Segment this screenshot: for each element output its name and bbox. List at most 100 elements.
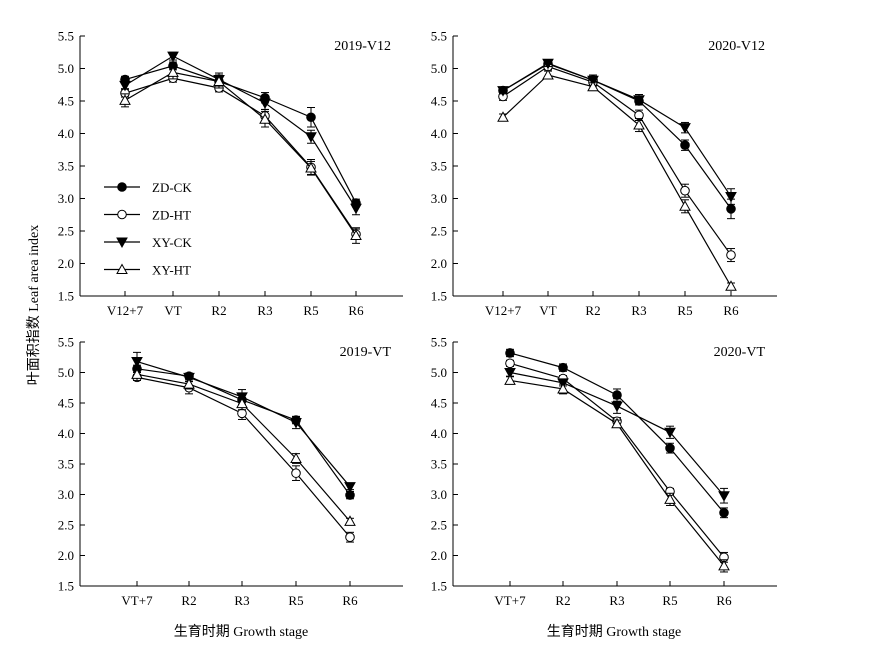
data-point xyxy=(679,123,691,134)
x-tick-label: VT+7 xyxy=(121,593,153,608)
data-point xyxy=(542,68,554,80)
data-point xyxy=(259,113,271,124)
data-point xyxy=(557,382,569,394)
data-point xyxy=(131,357,143,368)
data-point xyxy=(497,86,509,97)
y-tick-label: 2.0 xyxy=(58,256,74,271)
x-tick-label: VT xyxy=(539,303,556,318)
data-point xyxy=(542,58,554,70)
y-tick-label: 1.5 xyxy=(58,289,74,304)
y-tick-label: 3.0 xyxy=(431,191,447,206)
legend-marker xyxy=(116,237,128,249)
data-point xyxy=(213,75,225,86)
x-tick-label: R6 xyxy=(342,593,358,608)
y-tick-label: 5.5 xyxy=(431,335,447,350)
y-tick-label: 4.5 xyxy=(58,396,74,411)
x-tick-label: R2 xyxy=(555,593,570,608)
x-tick-label: R3 xyxy=(631,303,646,318)
x-tick-label: R2 xyxy=(585,303,600,318)
series-line xyxy=(509,352,725,514)
data-point xyxy=(259,98,271,109)
data-point xyxy=(665,443,675,453)
y-tick-label: 4.0 xyxy=(431,126,447,141)
data-point xyxy=(350,203,362,215)
series-line xyxy=(124,71,357,236)
x-tick-label: V12+7 xyxy=(107,303,144,318)
data-point xyxy=(633,119,645,130)
x-tick-label: R2 xyxy=(211,303,226,318)
y-tick-label: 5.5 xyxy=(58,29,74,44)
legend-label: XY-CK xyxy=(152,235,192,250)
data-point xyxy=(664,427,676,439)
y-tick-label: 1.5 xyxy=(431,289,447,304)
x-tick-label: R2 xyxy=(181,593,196,608)
data-point xyxy=(306,112,316,123)
data-point xyxy=(237,408,247,419)
data-point xyxy=(305,161,317,173)
data-point xyxy=(131,368,143,379)
y-tick-label: 3.5 xyxy=(431,159,447,174)
series-xy-ck xyxy=(497,58,737,205)
data-point xyxy=(633,95,645,106)
y-tick-label: 2.5 xyxy=(58,224,74,239)
data-point xyxy=(119,80,131,92)
x-tick-label: R3 xyxy=(609,593,624,608)
chart-panel-4: 1.5 2.0 2.5 3.0 3.5 4.0 4.5 5.0 5.5 VT+7 R2 R3 R5 R6 2… xyxy=(431,335,777,608)
data-point xyxy=(504,368,516,379)
y-tick-label: 2.5 xyxy=(431,224,447,239)
data-point xyxy=(718,559,730,571)
panel-title: 2019-V12 xyxy=(334,39,391,54)
data-point xyxy=(183,378,195,389)
chart-panels: 1.5 2.0 2.5 3.0 3.5 4.0 4.5 5.0 5.5 V12+7 VT R2 R3 R5… xyxy=(58,29,777,608)
data-point xyxy=(719,508,729,518)
x-tick-label: VT xyxy=(164,303,181,318)
y-tick-label: 5.5 xyxy=(431,29,447,44)
x-tick-label: VT+7 xyxy=(494,593,526,608)
data-point xyxy=(290,452,302,464)
y-tick-label: 3.5 xyxy=(58,159,74,174)
data-point xyxy=(726,250,736,260)
panel-title: 2020-V12 xyxy=(708,39,765,54)
data-point xyxy=(167,51,179,63)
y-tick-label: 4.0 xyxy=(58,426,74,441)
series-xy-ht xyxy=(497,68,737,291)
panel-title: 2020-VT xyxy=(714,345,766,360)
data-point xyxy=(587,80,599,92)
data-point xyxy=(167,66,179,77)
series-line xyxy=(502,65,732,256)
series-xy-ht xyxy=(504,374,730,573)
y-tick-label: 4.5 xyxy=(431,94,447,109)
data-point xyxy=(504,374,516,385)
y-tick-label: 5.0 xyxy=(431,365,447,380)
x-tick-label: R6 xyxy=(723,303,739,318)
legend-label: XY-HT xyxy=(152,263,191,278)
legend-label: ZD-CK xyxy=(152,180,192,195)
panel-title: 2019-VT xyxy=(340,345,392,360)
legend-marker xyxy=(117,182,127,192)
series-zd-ck xyxy=(505,348,729,519)
y-tick-label: 4.5 xyxy=(58,94,74,109)
y-tick-label: 3.5 xyxy=(431,457,447,472)
data-point xyxy=(726,204,736,214)
data-point xyxy=(558,362,568,373)
x-tick-label: R5 xyxy=(303,303,318,318)
series-zd-ck xyxy=(132,364,355,500)
x-tick-label: R5 xyxy=(288,593,303,608)
data-point xyxy=(725,280,737,291)
data-point xyxy=(350,229,362,241)
series-line xyxy=(136,368,351,496)
chart-panel-3: 1.5 2.0 2.5 3.0 3.5 4.0 4.5 5.0 5.5 VT+7 R2 R3 R5 R6 2… xyxy=(58,335,403,608)
x-tick-label: R6 xyxy=(348,303,364,318)
data-point xyxy=(119,94,131,105)
y-tick-label: 3.0 xyxy=(431,487,447,502)
x-tick-label: V12+7 xyxy=(485,303,522,318)
data-point xyxy=(612,390,622,400)
y-tick-label: 5.5 xyxy=(58,335,74,350)
chart-panel-1: 1.5 2.0 2.5 3.0 3.5 4.0 4.5 5.0 5.5 V12+7 VT R2 R3 R5… xyxy=(58,29,403,318)
y-tick-label: 1.5 xyxy=(431,579,447,594)
data-point xyxy=(236,397,248,409)
y-tick-label: 2.0 xyxy=(431,548,447,563)
series-line xyxy=(124,65,357,204)
y-tick-label: 2.0 xyxy=(58,548,74,563)
